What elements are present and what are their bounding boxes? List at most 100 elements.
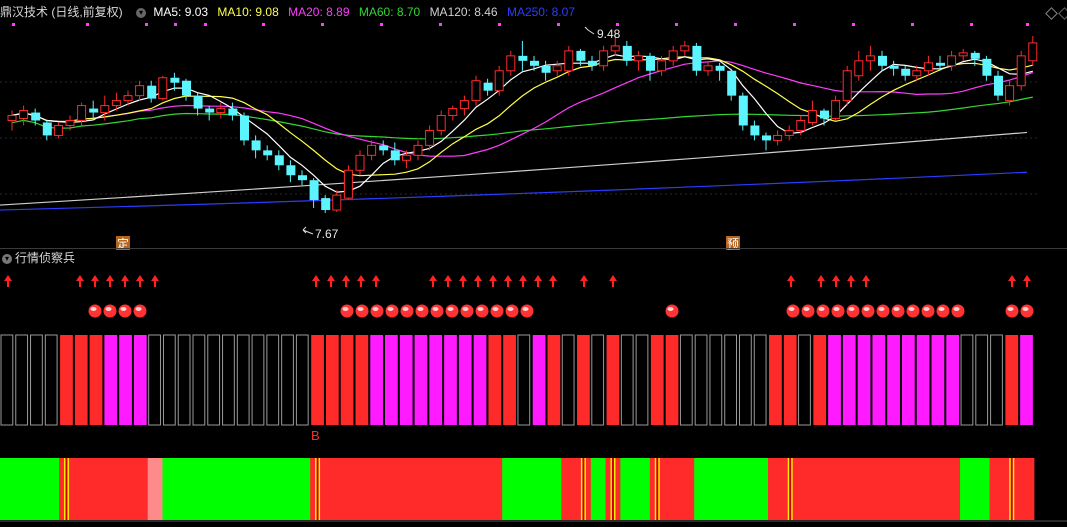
column-bar-magenta — [931, 335, 945, 425]
strength-bar-core — [789, 458, 792, 520]
strength-bar-red — [871, 458, 887, 520]
candle-body-up — [599, 50, 609, 67]
column-bar-red — [60, 335, 73, 425]
up-arrow-icon — [474, 275, 482, 287]
column-bar-red — [488, 335, 502, 425]
up-arrow-icon — [372, 275, 380, 287]
signal-ball-icon — [1005, 304, 1019, 318]
low-arrow — [302, 226, 314, 235]
candle-body-down — [530, 60, 539, 66]
strength-bar-green — [635, 458, 651, 520]
strength-bar-green — [590, 458, 607, 520]
candle-body-down — [762, 135, 771, 141]
signal-ball-icon — [520, 304, 534, 318]
strength-bar-green — [192, 458, 208, 520]
signal-dot — [380, 23, 383, 26]
strength-bar-red — [118, 458, 134, 520]
column-bar-red — [311, 335, 324, 425]
candle-body-up — [506, 55, 516, 72]
candle-body-down — [738, 95, 748, 126]
strength-bar-green — [162, 458, 178, 520]
indicator-header: ▾ 行情侦察兵 — [2, 250, 75, 266]
candle-body-down — [692, 45, 702, 71]
ball-highlight — [938, 307, 945, 311]
up-arrow-icon — [312, 275, 320, 287]
ma60-line — [11, 96, 1033, 140]
strength-bar-green — [753, 458, 769, 520]
indicator-settings-icon[interactable]: ▾ — [2, 253, 12, 264]
up-arrow-icon — [549, 275, 557, 287]
candle-body-down — [483, 82, 493, 91]
candle-body-down — [251, 140, 261, 151]
column-bar-outline — [44, 334, 58, 426]
column-bar-outline — [591, 334, 605, 426]
up-arrow-icon — [787, 275, 795, 287]
candle-body-up — [831, 100, 841, 120]
up-arrow-icon — [357, 275, 365, 287]
column-bar-outline — [517, 334, 531, 426]
up-arrow-icon — [519, 275, 527, 287]
column-bar-magenta — [414, 335, 428, 425]
candle-body-down — [205, 108, 215, 113]
strength-bar-green — [546, 458, 562, 520]
candle-body-down — [820, 110, 829, 119]
candle-body-down — [889, 65, 899, 69]
strength-bar-red — [856, 458, 872, 520]
column-bar-magenta — [104, 335, 118, 425]
candle-body-up — [494, 70, 504, 92]
column-bar-outline — [177, 334, 191, 426]
signal-ball-icon — [906, 304, 920, 318]
column-bar-red — [325, 335, 339, 425]
strength-bar-red — [398, 458, 415, 520]
strength-bar-green — [295, 458, 311, 520]
ball-highlight — [1007, 307, 1014, 311]
column-bar-outline — [739, 334, 752, 426]
column-bar-red — [89, 335, 103, 425]
signal-ball-icon — [921, 304, 935, 318]
column-bar-outline — [148, 334, 161, 426]
candle-body-down — [31, 112, 41, 121]
signal-ball-icon — [861, 304, 875, 318]
signal-dot — [439, 23, 442, 26]
candle-body-down — [970, 52, 980, 59]
strength-bar-red — [915, 458, 932, 520]
signal-ball-icon — [430, 304, 444, 318]
column-bar-outline — [295, 334, 309, 426]
ball-highlight — [447, 307, 454, 311]
column-bar-outline — [709, 334, 723, 426]
up-arrow-icon — [327, 275, 335, 287]
signal-ball-icon — [385, 304, 399, 318]
candle-body-down — [576, 50, 586, 61]
signal-dot — [498, 23, 501, 26]
up-arrow-icon — [429, 275, 437, 287]
strength-bar-green — [265, 458, 282, 520]
column-bar-magenta — [399, 335, 413, 425]
candle-body-down — [286, 165, 296, 176]
column-bar-outline — [266, 334, 280, 426]
signal-dot — [174, 23, 177, 26]
strength-bar-green — [206, 458, 223, 520]
signal-ball-icon — [831, 304, 845, 318]
candle-body-up — [401, 154, 411, 161]
ma250-label: MA250: 8.07 — [506, 5, 575, 19]
candle-body-up — [436, 115, 446, 131]
ball-highlight — [105, 307, 112, 311]
column-bar-magenta — [385, 335, 398, 425]
ball-highlight — [893, 307, 900, 311]
up-arrow-icon — [580, 275, 588, 287]
strength-bar-green — [974, 458, 991, 520]
signal-dot — [1026, 23, 1029, 26]
signal-dot — [321, 23, 324, 26]
ball-highlight — [863, 307, 870, 311]
signal-ball-icon — [133, 304, 147, 318]
settings-circle-icon[interactable]: ▾ — [136, 7, 147, 18]
tag-box — [116, 236, 130, 250]
strength-bar-red — [841, 458, 858, 520]
strength-bar-red — [989, 458, 1005, 520]
signal-ball-icon — [400, 304, 414, 318]
signal-ball-icon — [801, 304, 815, 318]
candle-body-up — [7, 115, 17, 122]
up-arrow-icon — [136, 275, 144, 287]
candle-body-down — [170, 77, 180, 83]
candle-body-up — [773, 134, 783, 141]
